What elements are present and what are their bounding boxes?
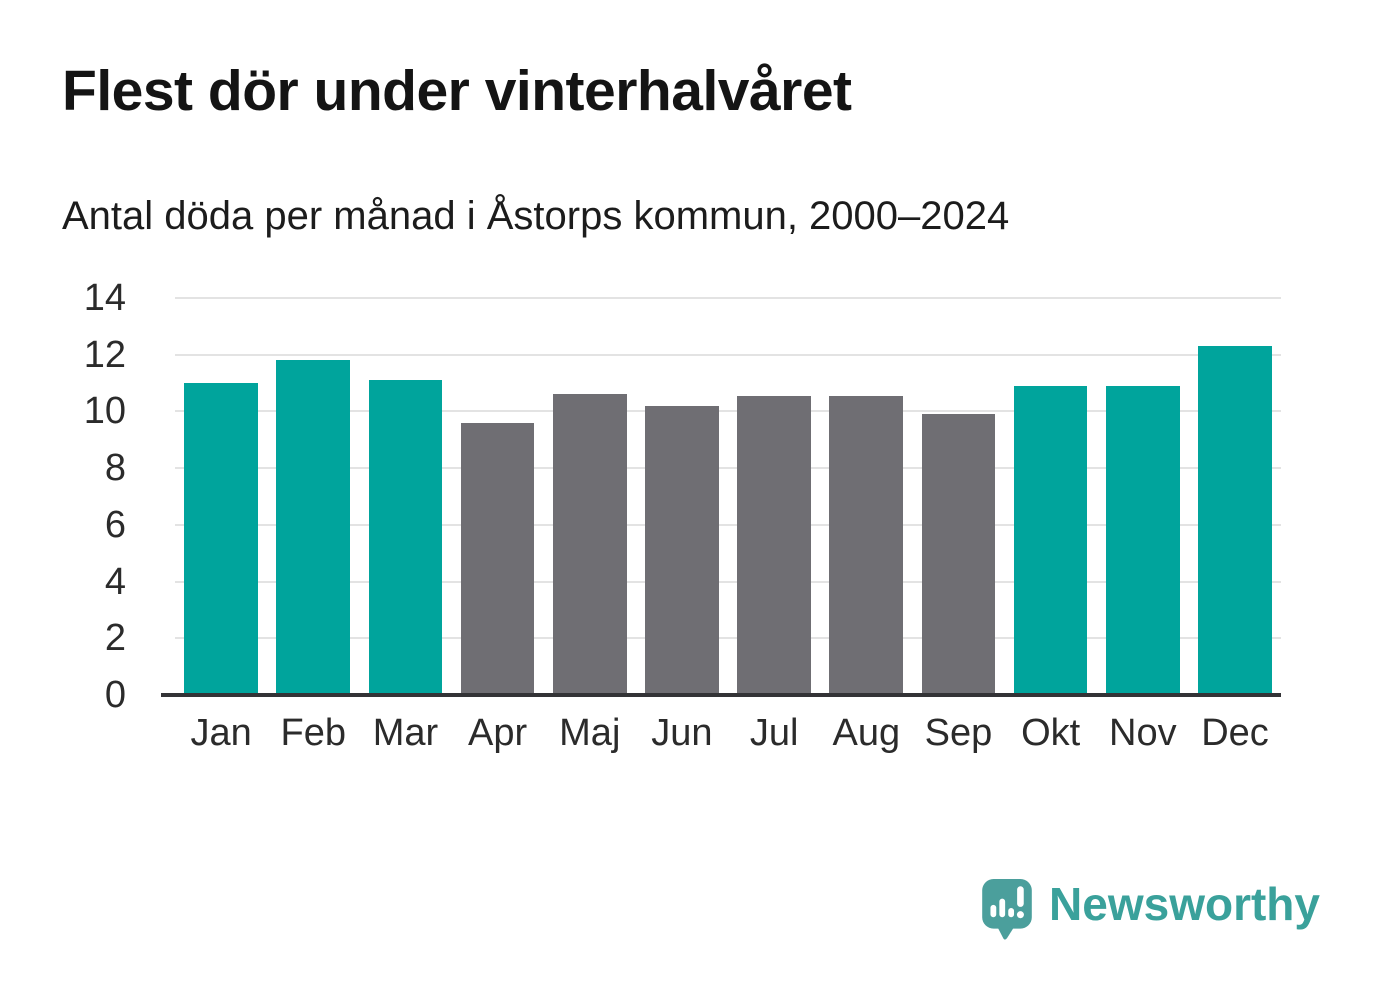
gridline-8 <box>175 467 1281 470</box>
x-tick-label-jan: Jan <box>190 712 252 754</box>
y-tick-label-10: 10 <box>83 390 126 433</box>
gridline-4 <box>175 580 1281 583</box>
x-tick-label-maj: Maj <box>559 712 621 754</box>
x-tick-label-apr: Apr <box>468 712 528 754</box>
y-tick-label-0: 0 <box>104 674 126 716</box>
gridline-12 <box>175 353 1281 356</box>
y-tick-label-14: 14 <box>83 277 126 319</box>
chart-title: Flest dör under vinterhalvåret <box>62 59 852 123</box>
plot-area <box>161 297 1281 697</box>
y-tick-label-2: 2 <box>104 617 126 660</box>
bar-sep <box>921 414 996 695</box>
y-tick-label-4: 4 <box>104 560 126 603</box>
gridline-6 <box>175 523 1281 526</box>
bar-maj <box>552 394 627 695</box>
newsworthy-logo-icon <box>982 879 1032 940</box>
bar-feb <box>276 360 351 695</box>
bar-jul <box>737 395 811 695</box>
bar-nov <box>1105 385 1180 695</box>
x-tick-label-dec: Dec <box>1201 712 1269 754</box>
brand-footer: Newsworthy <box>981 878 1320 940</box>
y-tick-label-6: 6 <box>104 503 126 546</box>
x-tick-label-feb: Feb <box>280 712 346 754</box>
y-axis: 0 2 4 6 8 10 12 14 <box>0 279 150 714</box>
y-tick-label-12: 12 <box>83 333 126 376</box>
bar-apr <box>460 422 535 695</box>
x-tick-label-nov: Nov <box>1109 712 1177 754</box>
brand-name: Newsworthy <box>1049 878 1320 930</box>
y-tick-label-8: 8 <box>104 447 126 490</box>
gridline-10 <box>175 410 1281 413</box>
bar-jun <box>645 405 719 695</box>
x-tick-label-aug: Aug <box>832 712 901 754</box>
gridline-14 <box>175 297 1281 299</box>
bar-okt <box>1013 385 1088 695</box>
x-tick-label-okt: Okt <box>1021 712 1081 754</box>
gridline-2 <box>175 637 1281 640</box>
x-axis: Jan Feb Mar Apr Maj Jun Jul Aug Sep Okt Nov Dec <box>175 712 1281 755</box>
x-tick-label-mar: Mar <box>372 712 439 754</box>
x-tick-label-jul: Jul <box>749 712 799 754</box>
chart-subtitle: Antal döda per månad i Åstorps kommun, 2… <box>62 194 1010 238</box>
bar-jan <box>184 383 258 695</box>
x-axis-line <box>161 693 1281 697</box>
bar-dec <box>1198 346 1272 695</box>
x-tick-label-jun: Jun <box>651 712 713 754</box>
bar-mar <box>368 380 443 695</box>
bar-aug <box>829 395 904 695</box>
x-tick-label-sep: Sep <box>924 712 993 754</box>
